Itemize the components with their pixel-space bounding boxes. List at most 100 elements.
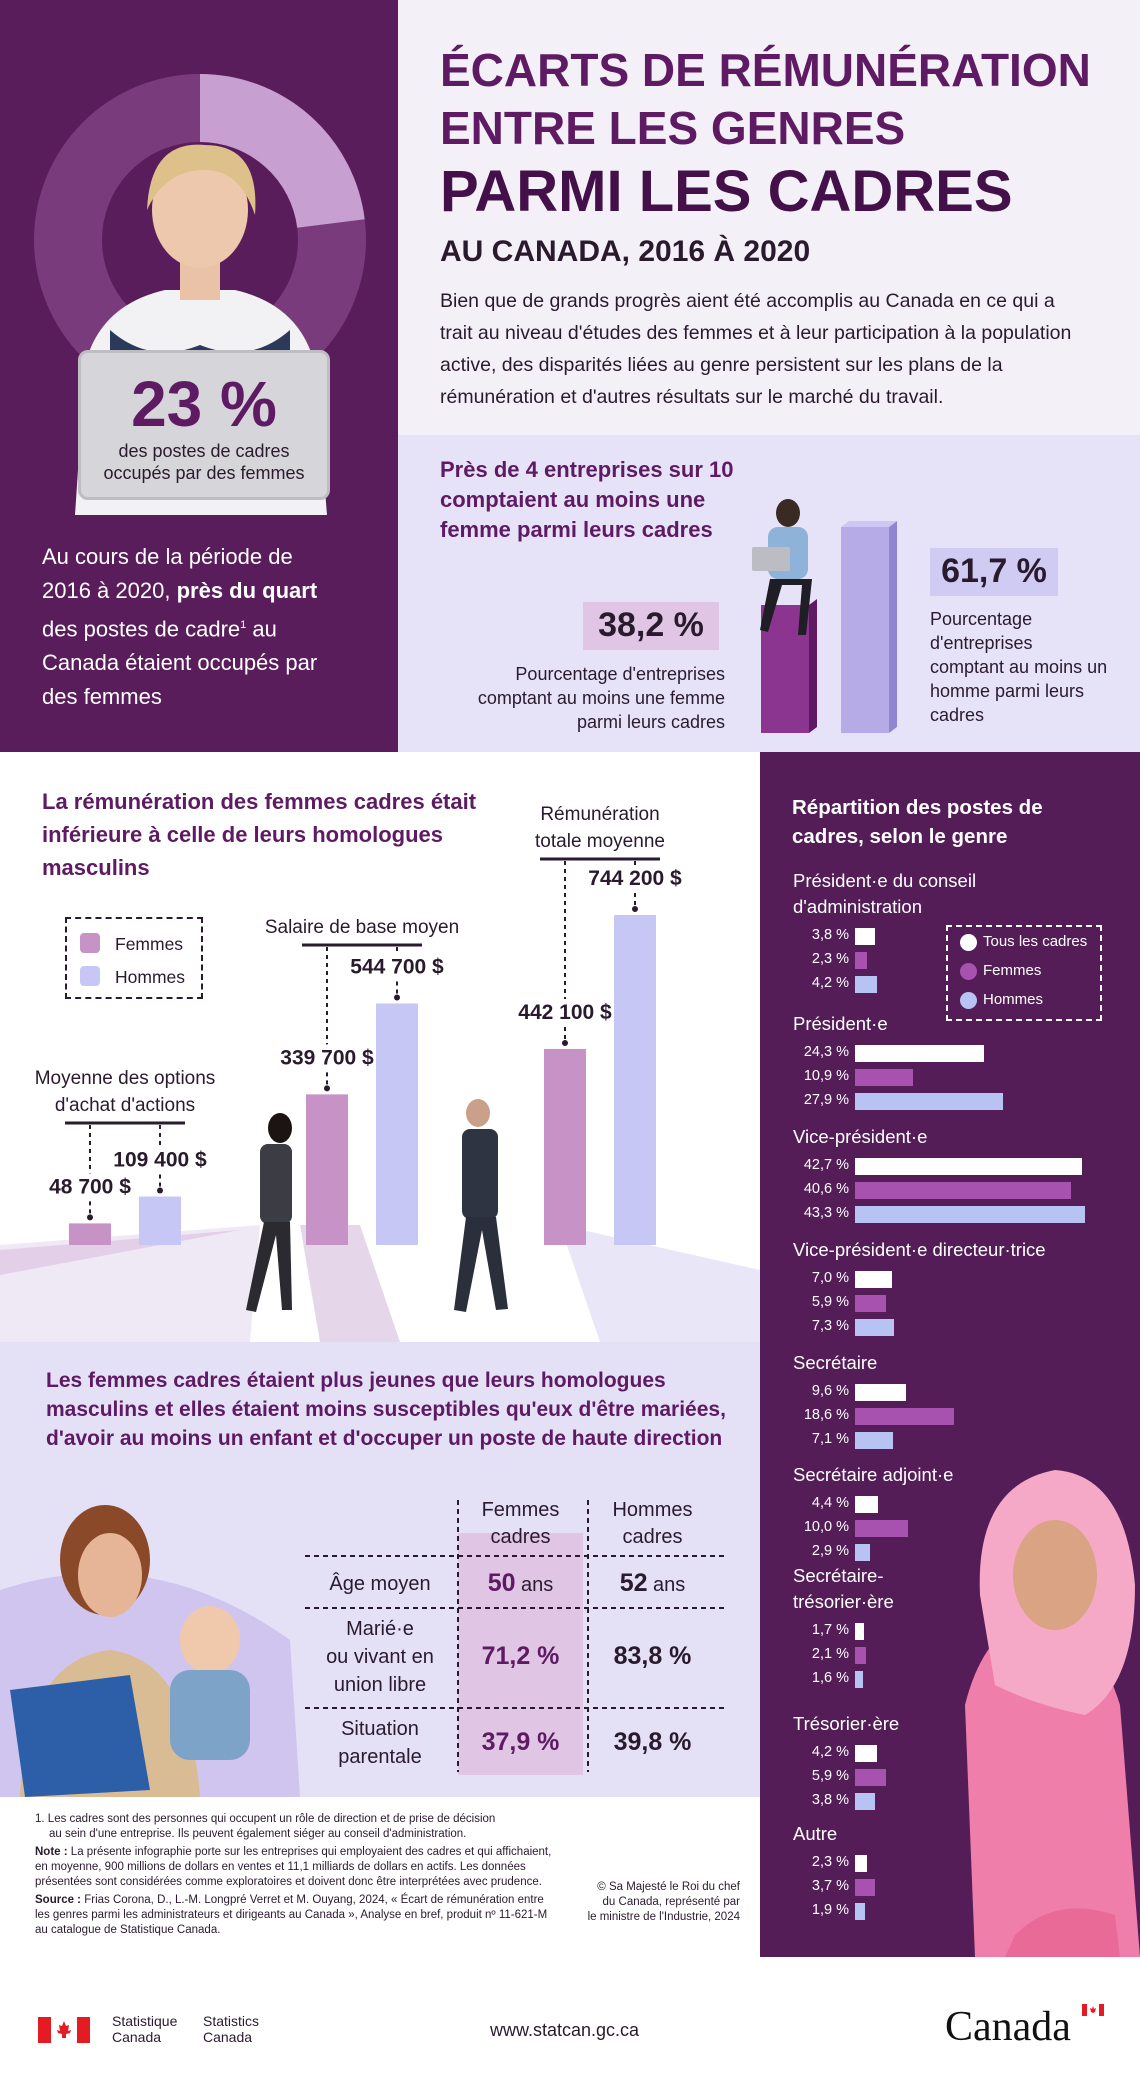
hero-laptop — [78, 350, 330, 500]
bar-label-women-0: 48 700 $ — [49, 1175, 131, 1198]
dist-bar-2-0 — [855, 1158, 1082, 1175]
table-women-column-bg — [458, 1533, 583, 1775]
legend-all-label: Tous les cadres — [983, 933, 1088, 950]
subtitle: AU CANADA, 2016 À 2020 — [440, 235, 811, 268]
age-cell-women-unit-0: ans — [515, 1574, 554, 1596]
col-header-women-1: Femmes — [481, 1499, 560, 1521]
statcan-en-2: Canada — [203, 2029, 253, 2045]
statcan-fr-2: Canada — [112, 2029, 162, 2045]
bar-men-0 — [139, 1196, 181, 1245]
copyright-block: © Sa Majesté le Roi du chef du Canada, r… — [580, 1880, 740, 1925]
dist-bar-7-2 — [855, 1793, 876, 1810]
dist-value-label-6-0: 1,7 % — [811, 1622, 849, 1638]
bar-leader-dot-0-0 — [87, 1214, 93, 1221]
hero-period-before: Au cours de la période de 2016 à 2020, — [42, 544, 293, 603]
notes-block: 1. Les cadres sont des personnes qui occ… — [35, 1812, 575, 1938]
dist-bar-8-1 — [855, 1879, 875, 1896]
source-label: Source : — [35, 1894, 82, 1906]
dist-value-label-0-0: 3,8 % — [811, 927, 849, 943]
bar-label-men-2: 744 200 $ — [588, 867, 682, 890]
hero-period-bold: près du quart — [176, 578, 318, 603]
bar-women-2 — [544, 1048, 586, 1245]
dist-value-label-8-2: 1,9 % — [811, 1902, 849, 1918]
pay-heading: La rémunération des femmes cadres était … — [42, 789, 477, 880]
age-cell-men-unit-0: ans — [647, 1574, 686, 1596]
dist-value-label-5-0: 4,4 % — [811, 1495, 849, 1511]
dist-bar-1-0 — [855, 1045, 985, 1062]
age-cell-men-value-0: 52 — [619, 1569, 648, 1597]
source-c: au catalogue de Statistique Canada. — [35, 1924, 221, 1936]
walking-man-illustration — [454, 1099, 508, 1312]
pay-bar-chart: 48 700 $ 109 400 $ 339 700 $ 544 700 $ 442 1… — [35, 804, 682, 1245]
legend-women-label: Femmes — [115, 934, 184, 954]
legend-men-dist-swatch — [960, 992, 977, 1009]
bar-leader-dot-1-0 — [324, 1085, 330, 1092]
age-cell-women-value-0: 50 — [487, 1569, 516, 1597]
note-label: Note : — [35, 1846, 68, 1858]
dist-bar-0-2 — [855, 976, 878, 993]
bar-label-men-0: 109 400 $ — [113, 1148, 207, 1171]
companies-men-caption: Pourcentage d'entreprises comptant au mo… — [930, 609, 1108, 725]
dist-category-label-3-0: Vice-président·e directeur·trice — [793, 1239, 1046, 1260]
dist-bar-8-0 — [855, 1855, 868, 1872]
age-cell-men-1: 83,8 % — [590, 1642, 715, 1671]
dist-value-label-2-1: 40,6 % — [803, 1181, 849, 1197]
title-line-1: ÉCARTS DE RÉMUNÉRATION — [440, 44, 1091, 96]
dist-bar-1-2 — [855, 1093, 1004, 1110]
copyright-b: du Canada, représenté par — [602, 1896, 740, 1908]
dist-value-label-7-2: 3,8 % — [811, 1792, 849, 1808]
companies-women-caption: Pourcentage d'entreprises comptant au mo… — [477, 664, 725, 732]
woman-on-bar-illustration — [752, 499, 812, 635]
dist-bar-0-1 — [855, 952, 868, 969]
hero-period-after: des postes de cadre — [42, 616, 241, 642]
hijab-woman-illustration — [965, 1470, 1140, 1957]
note-1-b: au sein d'une entreprise. Ils peuvent ég… — [49, 1828, 467, 1840]
dist-category-label-5-0: Secrétaire adjoint·e — [793, 1464, 954, 1485]
dist-bar-6-1 — [855, 1647, 867, 1664]
companies-women-value: 38,2 % — [598, 606, 704, 644]
dist-value-label-4-0: 9,6 % — [811, 1383, 849, 1399]
col-header-men-1: Hommes — [612, 1499, 693, 1521]
companies-women-bar-side — [809, 599, 817, 733]
bar-leader-dot-0-1 — [157, 1187, 163, 1194]
dist-bar-7-0 — [855, 1745, 878, 1762]
note-1-num: 1. — [35, 1813, 45, 1825]
group-label-0-0: Moyenne des options — [35, 1068, 216, 1089]
dist-category-label-6-0: Secrétaire- — [793, 1565, 884, 1586]
dist-value-label-0-2: 4,2 % — [811, 975, 849, 991]
group-label-2-0: Rémunération — [540, 804, 659, 825]
dist-value-label-0-1: 2,3 % — [811, 951, 849, 967]
hero-period-text: Au cours de la période de 2016 à 2020, p… — [42, 540, 342, 714]
age-cell-women-2: 37,9 % — [458, 1728, 583, 1757]
companies-men-bar — [841, 527, 889, 733]
bar-leader-dot-2-1 — [632, 906, 638, 912]
dist-value-label-7-1: 5,9 % — [811, 1768, 849, 1784]
footer — [0, 1957, 1140, 2079]
source-b: les genres parmi les administrateurs et … — [35, 1909, 548, 1921]
age-row-label-0: Âge moyen — [305, 1570, 455, 1598]
dist-bar-2-2 — [855, 1206, 1085, 1223]
dist-bar-8-2 — [855, 1903, 866, 1920]
col-header-women: Femmes cadres — [458, 1497, 583, 1551]
statcan-fr-1: Statistique — [112, 2013, 178, 2029]
dist-category-label-1-0: Président·e — [793, 1013, 888, 1034]
dist-bar-3-0 — [855, 1271, 893, 1288]
dist-bar-4-1 — [855, 1408, 954, 1425]
source-a: Frias Corona, D., L.-M. Longpré Verret e… — [84, 1894, 544, 1906]
note-1: 1. Les cadres sont des personnes qui occ… — [35, 1812, 575, 1827]
dist-bar-3-1 — [855, 1295, 887, 1312]
dist-value-label-3-2: 7,3 % — [811, 1318, 849, 1334]
distribution-legend — [946, 925, 1102, 1021]
dist-bar-5-2 — [855, 1544, 871, 1561]
title-line-3: PARMI LES CADRES — [440, 159, 1013, 224]
age-cell-men-0: 52 ans — [590, 1569, 715, 1598]
bar-leader-dot-1-1 — [394, 994, 400, 1001]
companies-men-bar-top — [841, 521, 897, 527]
footer-url-link[interactable]: www.statcan.gc.ca — [490, 2020, 640, 2040]
group-label-2-1: totale moyenne — [535, 831, 665, 852]
canada-flag-icon — [38, 2017, 90, 2043]
dist-bar-7-1 — [855, 1769, 887, 1786]
donut-share-arc — [198, 74, 365, 229]
dist-category-label-4-0: Secrétaire — [793, 1352, 878, 1373]
dist-bar-4-0 — [855, 1384, 906, 1401]
